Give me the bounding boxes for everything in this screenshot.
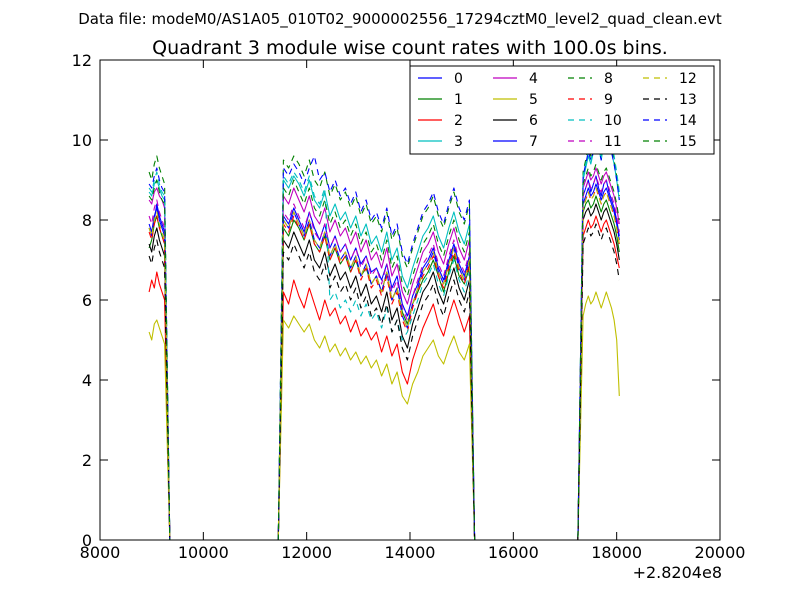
x-tick-label: 18000 bbox=[591, 543, 642, 562]
legend-label-15: 15 bbox=[679, 134, 697, 150]
x-axis-offset-label: +2.8204e8 bbox=[633, 563, 722, 582]
legend-label-9: 9 bbox=[604, 92, 613, 108]
y-tick-label: 0 bbox=[82, 531, 92, 550]
legend-label-2: 2 bbox=[454, 113, 463, 129]
legend-label-6: 6 bbox=[529, 113, 538, 129]
legend-label-12: 12 bbox=[679, 71, 697, 87]
x-tick-label: 12000 bbox=[281, 543, 332, 562]
series-line-11 bbox=[148, 175, 620, 540]
series-line-8 bbox=[148, 127, 620, 540]
series-line-14 bbox=[148, 131, 620, 540]
y-tick-label: 6 bbox=[82, 291, 92, 310]
y-tick-label: 4 bbox=[82, 371, 92, 390]
data-file-suptitle: Data file: modeM0/AS1A05_010T02_90000025… bbox=[78, 10, 722, 29]
legend-label-11: 11 bbox=[604, 134, 622, 150]
legend-label-0: 0 bbox=[454, 71, 463, 87]
x-tick-label: 10000 bbox=[178, 543, 229, 562]
series-line-13 bbox=[148, 223, 620, 540]
series-layer bbox=[148, 123, 620, 540]
legend-label-10: 10 bbox=[604, 113, 622, 129]
y-tick-label: 2 bbox=[82, 451, 92, 470]
legend-label-8: 8 bbox=[604, 71, 613, 87]
x-tick-label: 16000 bbox=[488, 543, 539, 562]
legend-label-1: 1 bbox=[454, 92, 463, 108]
series-line-15 bbox=[148, 163, 620, 540]
series-line-5 bbox=[148, 291, 620, 540]
y-tick-label: 8 bbox=[82, 211, 92, 230]
axis-ticks: 8000 10000 12000 14000 16000 18000 20000 0 2 4 6 8 1… bbox=[72, 51, 746, 562]
series-line-2 bbox=[148, 215, 620, 540]
x-tick-label: 20000 bbox=[695, 543, 746, 562]
legend-label-7: 7 bbox=[529, 134, 538, 150]
legend-frame bbox=[409, 65, 715, 155]
legend-label-3: 3 bbox=[454, 134, 463, 150]
legend-label-14: 14 bbox=[679, 113, 697, 129]
y-tick-label: 12 bbox=[72, 51, 92, 70]
legend-label-13: 13 bbox=[679, 92, 697, 108]
x-tick-label: 14000 bbox=[385, 543, 436, 562]
legend-label-5: 5 bbox=[529, 92, 538, 108]
legend-label-4: 4 bbox=[529, 71, 538, 87]
y-tick-label: 10 bbox=[72, 131, 92, 150]
x-tick-label: 8000 bbox=[80, 543, 121, 562]
chart-title: Quadrant 3 module wise count rates with … bbox=[152, 37, 668, 59]
